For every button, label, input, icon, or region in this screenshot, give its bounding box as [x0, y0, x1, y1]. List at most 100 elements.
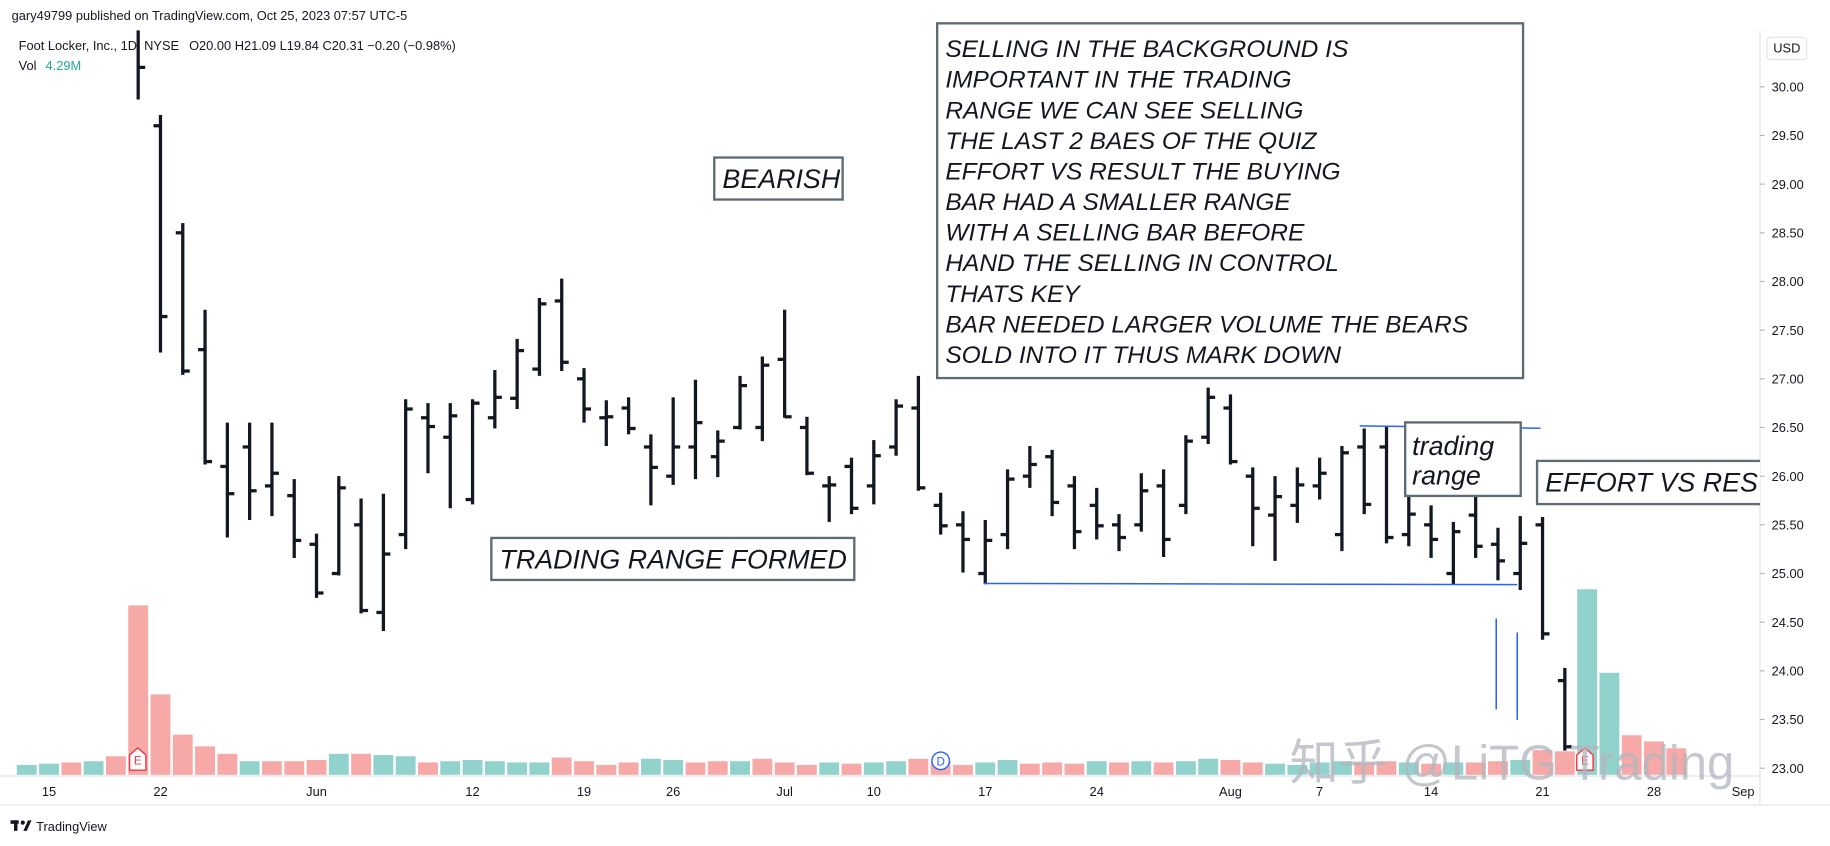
volume-bar	[61, 762, 82, 775]
x-tick-label: 10	[867, 784, 881, 799]
volume-bar	[128, 605, 149, 775]
logo-part	[14, 820, 18, 831]
volume-bar	[640, 758, 661, 775]
y-tick-label: 23.00	[1772, 761, 1804, 776]
annotation-box	[1535, 459, 1760, 506]
volume-bar	[797, 764, 817, 775]
notes: SELLING IN THE BACKGROUND IS IMPORTANT IN…	[945, 36, 1468, 369]
volume-bar	[105, 756, 126, 775]
volume-bar	[596, 764, 617, 775]
x-tick-label: 14	[1424, 784, 1438, 799]
dividend-marker[interactable]: D	[931, 751, 951, 771]
volume-bar	[1332, 761, 1352, 775]
note-line: SELLING IN THE BACKGROUND IS	[945, 36, 1349, 63]
marker-shape	[128, 747, 147, 771]
volume-bar	[262, 761, 282, 775]
volume-bar	[239, 761, 260, 775]
price-layer	[136, 30, 1572, 751]
volume-bar	[172, 734, 193, 775]
y-tick-label: 29.00	[1772, 177, 1804, 192]
volume-bar	[551, 757, 572, 775]
volume-bar	[306, 759, 327, 775]
x-tick-label: 7	[1316, 784, 1323, 799]
y-tick-label: 24.50	[1772, 615, 1804, 630]
volume-bar	[529, 762, 550, 775]
volume-bar	[1064, 763, 1085, 775]
volume-bar	[1175, 761, 1196, 775]
volume-label: Vol	[19, 58, 37, 73]
volume-bar	[195, 746, 215, 775]
x-tick-label: 26	[666, 784, 680, 799]
note-line: HAND THE SELLING IN CONTROL	[945, 250, 1338, 277]
volume-bar	[284, 761, 305, 775]
currency-label: USD	[1773, 41, 1800, 56]
volume-bar	[774, 762, 795, 775]
note-line: RANGE WE CAN SEE SELLING	[945, 97, 1303, 124]
volume-bar	[1354, 762, 1375, 775]
volume-bar	[1019, 763, 1040, 775]
annotation-text: BEARISH	[722, 164, 840, 194]
volume-bar	[462, 759, 483, 775]
volume-bar	[83, 761, 104, 775]
volume-bar	[752, 758, 773, 775]
volume-bar	[886, 761, 907, 775]
note-line: THATS KEY	[945, 281, 1081, 308]
volume-bar	[217, 753, 238, 775]
volume-bar	[908, 758, 929, 775]
y-tick-label: 27.00	[1772, 371, 1804, 386]
earnings-marker[interactable]: E	[1576, 747, 1594, 771]
logo-part	[23, 820, 32, 831]
annotation-text: range	[1412, 460, 1481, 490]
symbol-title: Foot Locker, Inc., 1D, NYSE	[19, 38, 179, 53]
earnings-marker[interactable]: E	[128, 747, 147, 771]
volume-bar	[395, 756, 416, 775]
volume-bar	[1131, 761, 1152, 775]
note-line: THE LAST 2 BAES OF THE QUIZ	[945, 128, 1317, 155]
marker-label: E	[1581, 754, 1589, 767]
annotation-box	[490, 536, 856, 582]
volume-bar	[328, 753, 349, 775]
volume-bar	[618, 762, 639, 775]
note-line: BAR NEEDED LARGER VOLUME THE BEARS	[945, 311, 1468, 338]
y-tick-label: 30.00	[1772, 79, 1804, 94]
x-tick-label: Jun	[306, 784, 327, 799]
x-tick-label: Sep	[1732, 784, 1755, 799]
watermark: 知乎 @LiTG Trading	[1290, 736, 1735, 790]
volume-bar	[953, 764, 973, 775]
currency-button[interactable]	[1766, 36, 1808, 61]
volume-bar	[997, 759, 1018, 775]
volume-bar	[574, 761, 594, 775]
annotation-text: trading	[1412, 431, 1494, 461]
marker-shape	[1576, 747, 1594, 771]
volume-bar	[1220, 759, 1241, 775]
x-tick-label: 17	[978, 784, 992, 799]
annotation-text: EFFORT VS RESU	[1545, 467, 1778, 497]
volume-bar	[1242, 762, 1263, 775]
published-note: gary49799 published on TradingView.com, …	[12, 8, 408, 23]
annotation-box	[713, 156, 844, 201]
y-tick-label: 26.00	[1772, 469, 1804, 484]
y-tick-label: 28.00	[1772, 274, 1804, 289]
volume-bar	[1465, 762, 1486, 775]
x-tick-label: Aug	[1219, 784, 1242, 799]
volume-bar	[1666, 748, 1687, 775]
volume-bar	[707, 761, 728, 775]
marker-label: E	[134, 754, 142, 767]
volume-value: 4.29M	[46, 58, 82, 73]
support-line	[983, 582, 1518, 586]
x-tick-label: 28	[1647, 784, 1661, 799]
notes-box	[936, 22, 1525, 380]
ohlc-values: O20.00 H21.09 L19.84 C20.31 −0.20 (−0.98…	[189, 38, 456, 53]
volume-bar	[1599, 672, 1620, 775]
y-tick-label: 28.50	[1772, 225, 1804, 240]
volume-bar	[1577, 589, 1598, 775]
annotation-box	[1404, 421, 1522, 498]
volume-bar	[1376, 761, 1397, 775]
volume-bar	[1309, 762, 1330, 775]
volume-bar	[1198, 758, 1219, 775]
volume-bar	[1443, 762, 1464, 775]
volume-bar	[730, 761, 750, 775]
volume-bar	[1265, 763, 1285, 775]
